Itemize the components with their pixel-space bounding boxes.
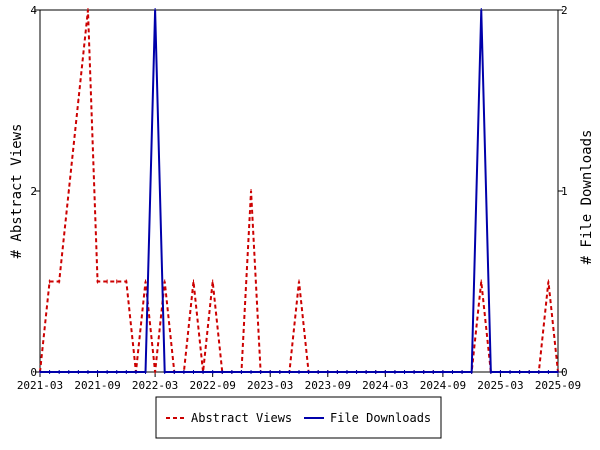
series-line-file-downloads xyxy=(40,9,558,373)
y-tick-label-left: 0 xyxy=(30,366,37,379)
x-tick-label: 2022-09 xyxy=(189,379,235,392)
x-tick-label: 2024-03 xyxy=(362,379,408,392)
y-tick-label-left: 4 xyxy=(30,4,37,17)
x-tick-label: 2021-03 xyxy=(17,379,63,392)
axes: 2021-03 2021-09 2022-03 2022-09 2023-03 2023-… xyxy=(17,4,581,392)
legend-box xyxy=(155,396,442,439)
series-layer xyxy=(39,8,559,374)
y-axis-left-label: # Abstract Views xyxy=(9,124,25,259)
y-tick-label-right: 1 xyxy=(561,185,568,198)
x-tick-label: 2023-03 xyxy=(247,379,293,392)
x-tick-label: 2024-09 xyxy=(420,379,466,392)
x-tick-label: 2022-03 xyxy=(132,379,178,392)
legend-label-file-downloads: File Downloads xyxy=(330,411,431,425)
x-tick-label: 2025-03 xyxy=(477,379,523,392)
x-tick-label: 2025-09 xyxy=(535,379,581,392)
x-tick-label: 2021-09 xyxy=(74,379,120,392)
y-tick-label-left: 2 xyxy=(30,185,37,198)
legend-label-abstract-views: Abstract Views xyxy=(191,411,292,425)
y-tick-label-right: 2 xyxy=(561,4,568,17)
y-tick-label-right: 0 xyxy=(561,366,568,379)
y-axis-right-label: # File Downloads xyxy=(579,130,595,265)
x-tick-label: 2023-09 xyxy=(305,379,351,392)
legend: Abstract Views File Downloads xyxy=(155,396,442,439)
